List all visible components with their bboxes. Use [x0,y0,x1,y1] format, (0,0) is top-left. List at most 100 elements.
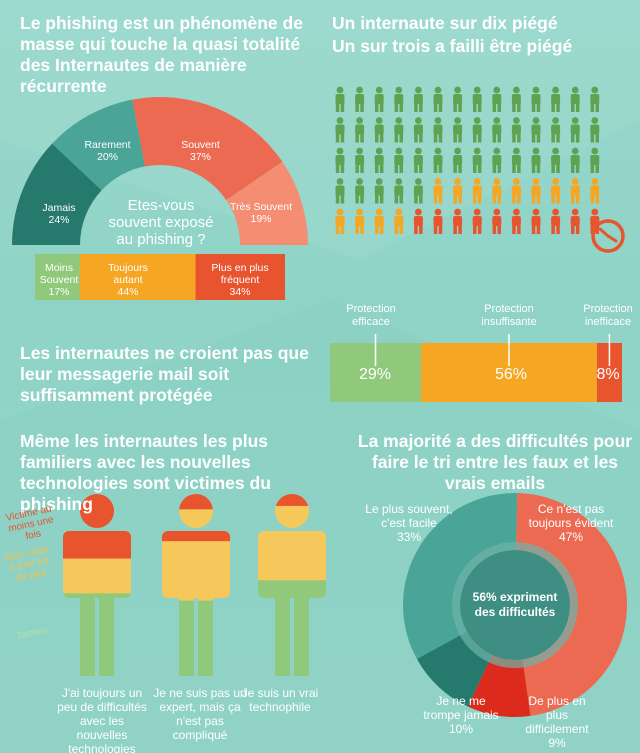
person-head [552,147,559,155]
person-leg-left [335,133,340,143]
person-leg-right [360,225,364,234]
person-icon [570,178,580,204]
figure-head [179,494,213,528]
person-leg-left [512,133,516,143]
person-head [434,117,442,124]
person-head [395,147,403,155]
person-leg-left [355,225,359,234]
person-body [511,216,521,226]
person-icon [551,147,561,173]
person-icon [492,147,502,173]
person-body [492,216,502,226]
person-leg-right [595,103,599,112]
person-leg-right [477,103,482,112]
person-leg-right [419,194,423,204]
person-leg-left [512,194,516,204]
person-leg-left [531,133,536,143]
person-leg-left [433,103,438,112]
semi-label-jamais: Jamais 24% [34,202,84,226]
semi-label-rarement-pct: 20% [96,151,118,163]
figure-caption-3: Je suis un vrai technophile [241,686,319,714]
person-leg-left [473,133,477,143]
person-leg-right [575,133,580,143]
person-body [590,185,600,196]
person-leg-right [517,103,521,112]
person-leg-right [517,194,521,204]
person-icon [453,178,463,204]
person-icon [413,147,423,173]
figure-level-victime [63,531,131,559]
person-icon [472,147,482,173]
person-body [335,124,345,135]
person-leg-left [335,103,340,112]
person-head [356,117,363,124]
person-icon [335,117,345,143]
person-icon [531,208,541,234]
person-leg-right [458,225,462,234]
person-icon [531,86,541,112]
person-head [434,208,442,216]
person-head [473,178,481,185]
person-body [492,185,502,196]
person-icon [413,208,423,234]
exposure-bar-segment-2 [195,254,285,300]
person-body [413,124,423,135]
person-leg-left [531,225,536,234]
person-icon [394,117,404,143]
person-head [434,178,442,185]
person-body [374,94,384,104]
person-icon [335,208,345,234]
person-icon [374,117,384,143]
person-leg-left [414,133,418,143]
clock-icon [591,219,625,253]
person-leg-right [556,194,560,204]
person-leg-left [453,164,457,173]
donut-label-jamais-pct: 10% [448,722,474,736]
person-leg-left [590,133,595,143]
person-leg-left [531,194,536,204]
person-leg-right [536,194,541,204]
prot-label-insuffisante: Protection insuffisante [481,303,537,328]
person-leg-right [419,164,423,173]
person-icon [590,117,600,143]
person-head [571,117,579,124]
person-body [394,155,404,165]
donut-label-jamais: Je ne me trompe jamais 10% [418,694,504,736]
semi-label-rarement: Rarement 20% [80,139,135,163]
person-body [531,124,541,135]
bar1-label-moins-name: Moins Souvent [39,262,79,286]
person-icon [590,86,600,112]
person-head [591,117,599,124]
person-head [375,208,383,216]
person-head [375,178,383,185]
exposure-title: Le phishing est un phénomène de masse qu… [20,13,303,96]
person-head [493,208,501,216]
person-leg-right [536,103,541,112]
bar1-label-moins-pct: 17% [48,286,70,298]
person-leg-right [379,133,384,143]
prot-pct-insuffisante: 56% [494,366,528,383]
person-leg-left [394,103,399,112]
person-body [551,94,561,104]
person-icon [453,147,463,173]
person-head [375,117,383,124]
person-leg-right [497,164,501,173]
person-leg-left [551,133,555,143]
person-leg-left [375,103,379,112]
person-head [336,208,344,216]
donut-slice-2 [468,654,531,717]
person-head [454,147,461,155]
person-leg-left [551,225,555,234]
person-leg-right [360,133,364,143]
person-head [591,86,599,94]
person-leg-left [433,194,438,204]
person-body [511,94,521,104]
person-leg-left [590,194,595,204]
person-leg-right [575,225,580,234]
person-body [492,124,502,135]
person-body [453,124,463,135]
exposure-bar-segment-1 [79,254,196,300]
person-leg-right [556,164,560,173]
person-head [336,117,344,124]
prot-pct-inefficace: 8% [596,366,620,383]
